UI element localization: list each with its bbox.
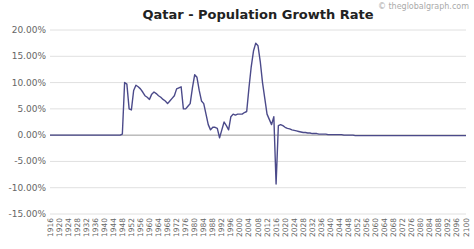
x-tick-label: 1936 — [91, 218, 100, 237]
x-tick-label: 1972 — [172, 218, 181, 237]
x-tick-label: 2036 — [317, 218, 326, 237]
grid-line — [50, 108, 466, 109]
x-tick-label: 2060 — [371, 218, 380, 237]
grid-line — [50, 30, 466, 31]
x-tick-label: 2032 — [308, 218, 317, 237]
title: Qatar - Population Growth Rate — [142, 7, 373, 22]
x-tick-label: 1996 — [226, 218, 235, 237]
y-tick-label: 5.00% — [17, 104, 46, 114]
x-tick-label: 2064 — [380, 218, 389, 237]
x-tick-label: 1992 — [217, 218, 226, 237]
x-tick-label: 2040 — [326, 218, 335, 237]
x-tick-label: 1940 — [100, 218, 109, 237]
plot-area — [50, 43, 466, 184]
grid-line — [50, 187, 466, 188]
x-tick-label: 1976 — [181, 218, 190, 237]
x-tick-label: 1916 — [46, 218, 55, 237]
x-tick-label: 2076 — [407, 218, 416, 237]
x-tick-label: 2072 — [398, 218, 407, 237]
x-tick-label: 2080 — [416, 218, 425, 237]
x-tick-label: 2012 — [263, 218, 272, 237]
y-axis: -15.00% -10.00% -5.00% 0.00% 5.00% 10.00% 15.0… — [8, 25, 46, 219]
y-tick-label: 0.00% — [17, 130, 46, 140]
y-tick-label: -15.00% — [8, 209, 46, 219]
grid-line — [50, 161, 466, 162]
x-tick-label: 2056 — [362, 218, 371, 237]
y-tick-label: 15.00% — [12, 51, 47, 61]
y-tick-label: -10.00% — [8, 183, 46, 193]
grid-line — [50, 56, 466, 57]
chart: -15.00% -10.00% -5.00% 0.00% 5.00% 10.00% 15.0… — [0, 0, 474, 249]
x-tick-label: 2048 — [344, 218, 353, 237]
x-tick-label: 1928 — [73, 218, 82, 237]
x-tick-label: 2020 — [281, 218, 290, 237]
x-axis: 1916192019241928193219361940194419481952… — [46, 218, 471, 237]
x-tick-label: 2100 — [462, 218, 471, 237]
x-tick-label: 2028 — [299, 218, 308, 237]
x-tick-label: 2052 — [353, 218, 362, 237]
x-tick-label: 2004 — [244, 218, 253, 237]
x-tick-label: 2096 — [452, 218, 461, 237]
x-tick-label: 1980 — [190, 218, 199, 237]
x-tick-label: 1988 — [208, 218, 217, 237]
x-tick-label: 1952 — [127, 218, 136, 237]
x-tick-label: 1960 — [145, 218, 154, 237]
x-tick-label: 2092 — [443, 218, 452, 237]
x-tick-label: 2024 — [290, 218, 299, 237]
grid — [50, 30, 466, 214]
grid-line — [50, 214, 466, 215]
x-tick-label: 2008 — [254, 218, 263, 237]
x-tick-label: 1948 — [118, 218, 127, 237]
x-tick-label: 2016 — [272, 218, 281, 237]
x-tick-label: 2084 — [425, 218, 434, 237]
y-tick-label: 20.00% — [12, 25, 47, 35]
x-tick-label: 1968 — [163, 218, 172, 237]
x-tick-label: 2088 — [434, 218, 443, 237]
x-tick-label: 1944 — [109, 218, 118, 237]
x-tick-label: 2068 — [389, 218, 398, 237]
y-tick-label: -5.00% — [14, 156, 46, 166]
grid-line — [50, 82, 466, 83]
y-tick-label: 10.00% — [12, 78, 47, 88]
x-tick-label: 2044 — [335, 218, 344, 237]
x-tick-label: 1964 — [154, 218, 163, 237]
x-tick-label: 1932 — [82, 218, 91, 237]
x-tick-label: 1920 — [55, 218, 64, 237]
data-line — [50, 43, 466, 184]
x-tick-label: 1924 — [64, 218, 73, 237]
x-tick-label: 1984 — [199, 218, 208, 237]
x-tick-label: 1956 — [136, 218, 145, 237]
x-tick-label: 2000 — [235, 218, 244, 237]
watermark: © theglobalgraph.com — [378, 2, 469, 11]
